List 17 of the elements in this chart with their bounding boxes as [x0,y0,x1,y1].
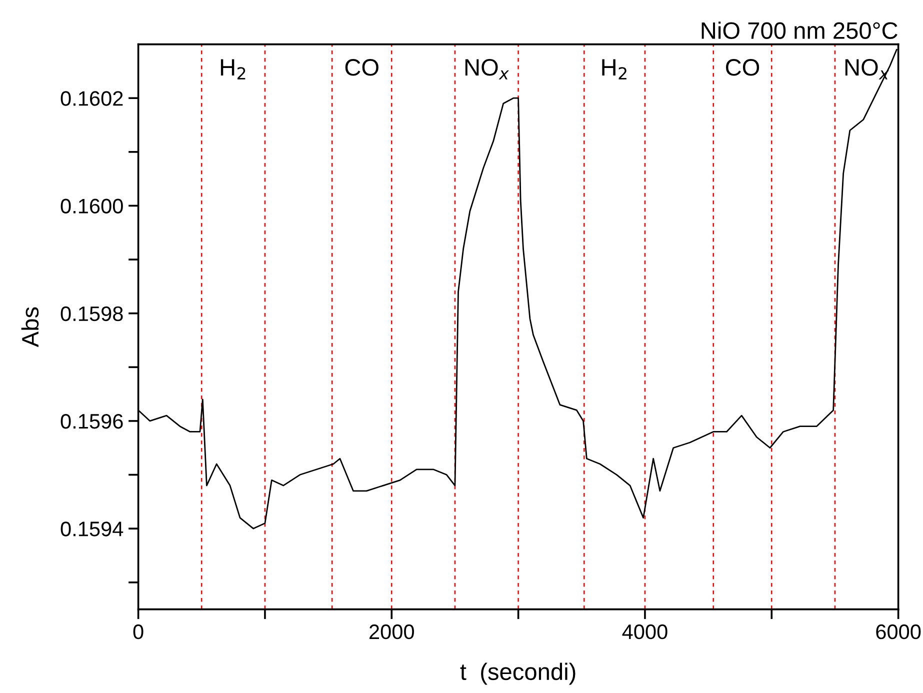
x-tick-label: 2000 [370,624,414,640]
x-tick-label: 0 [133,624,144,640]
annotation: CO [345,59,378,76]
y-tick-label: 0.1598 [60,306,123,322]
annotation: CO [726,59,760,76]
annotation: NO$_{x}$ [465,59,510,80]
y-tick-label: 0.1600 [60,198,123,214]
annotation: H$_{2}$ [220,59,246,80]
y-axis-title: Abs [21,307,39,348]
x-tick-label: 4000 [622,624,668,640]
annotation: H$_{2}$ [602,59,626,80]
y-tick-label: 0.1594 [60,522,124,536]
chart-title: NiO 700 nm 250°C [702,22,898,39]
y-tick-label: 0.1602 [60,91,123,106]
x-axis-title: t (secondi) [460,662,576,685]
y-tick-label: 0.1596 [60,414,123,429]
x-tick-label: 6000 [876,624,921,640]
